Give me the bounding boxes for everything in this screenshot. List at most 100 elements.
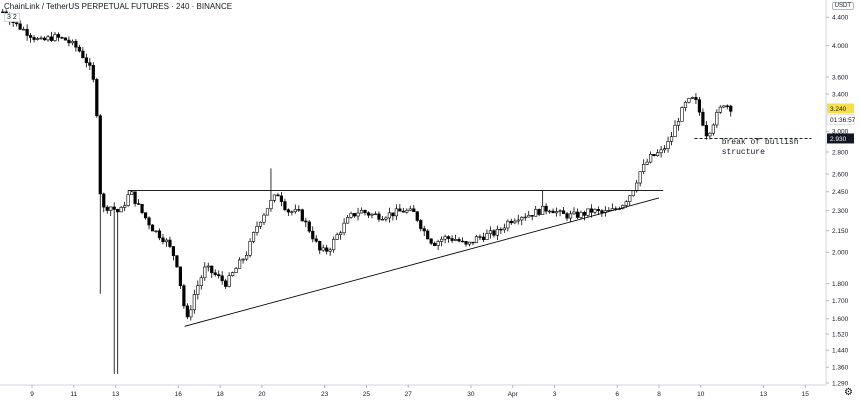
candle-down: [286, 209, 290, 213]
candle-up: [70, 40, 75, 44]
candle-up: [359, 209, 364, 214]
settings-gear-icon[interactable]: ⚙: [844, 387, 853, 398]
candle-up: [373, 213, 378, 216]
candle-up: [722, 105, 726, 108]
candle-down: [352, 213, 357, 217]
candle-up: [642, 164, 646, 173]
candle-down: [42, 37, 47, 41]
candle-down: [589, 208, 594, 213]
candle-up: [227, 275, 231, 287]
candle-up: [342, 222, 346, 234]
candle-up: [690, 97, 695, 99]
x-tick-label: 20: [258, 391, 266, 398]
candle-down: [391, 212, 395, 217]
candle-up: [516, 219, 520, 222]
candle-down: [81, 50, 85, 59]
candle-down: [433, 242, 437, 246]
candle-up: [53, 34, 57, 41]
y-tick-label: 1.800: [832, 281, 849, 288]
candle-down: [84, 57, 88, 63]
x-tick-label: Apr: [508, 391, 519, 398]
candle-up: [659, 149, 663, 154]
trendline-ascending-support[interactable]: [184, 197, 660, 327]
candle-down: [460, 240, 465, 243]
candle-up: [349, 213, 353, 218]
candle-down: [537, 209, 541, 215]
candle-down: [67, 39, 71, 44]
candle-down: [447, 236, 451, 239]
candle-down: [318, 241, 322, 251]
symbol-title[interactable]: ChainLink / TetherUS PERPETUAL FUTURES ·…: [4, 2, 233, 11]
candle-up: [638, 171, 642, 184]
candles-layer: [1, 8, 733, 374]
candle-up: [119, 207, 123, 213]
candle-down: [725, 105, 729, 107]
candle-down: [304, 220, 308, 223]
candle-up: [558, 210, 562, 212]
candle-down: [213, 272, 217, 275]
x-tick-label: 23: [321, 391, 329, 398]
candle-down: [210, 265, 214, 274]
candle-up: [22, 28, 26, 31]
candle-down: [415, 211, 419, 221]
annotation-line-2: structure: [722, 148, 765, 157]
candle-up: [251, 232, 256, 242]
candle-up: [656, 152, 660, 156]
candle-down: [464, 241, 468, 245]
candle-down: [220, 275, 224, 282]
candle-up: [554, 211, 559, 214]
candle-up: [258, 221, 263, 227]
price-tag-label: 2.930: [830, 136, 847, 143]
candle-up: [231, 272, 235, 276]
y-tick-label: 1.360: [832, 365, 849, 372]
candle-down: [18, 23, 22, 30]
candle-down: [147, 217, 151, 226]
candle-down: [102, 193, 106, 208]
candle-down: [509, 220, 513, 224]
y-tick-label: 3.400: [832, 91, 849, 98]
x-tick-label: 27: [405, 391, 413, 398]
candle-down: [450, 238, 454, 241]
currency-badge[interactable]: USDT: [831, 2, 854, 10]
candle-up: [126, 194, 130, 206]
price-axis[interactable]: 4.400 4.000 3.600 3.400 3.000 2.800 2.600 2.450…: [826, 15, 849, 388]
price-tag-label: 01:36:57: [830, 117, 856, 124]
candle-up: [244, 254, 249, 260]
candle-down: [457, 239, 461, 242]
candle-up: [192, 294, 196, 311]
candle-down: [398, 208, 402, 212]
candle-up: [123, 205, 127, 208]
candle-down: [492, 230, 496, 236]
candle-down: [224, 280, 228, 287]
candle-down: [366, 212, 371, 216]
candle-up: [248, 241, 252, 256]
candle-up: [673, 124, 677, 138]
candle-down: [161, 237, 165, 243]
candle-down: [600, 210, 604, 213]
drawings-layer: [128, 138, 812, 327]
candle-up: [649, 153, 653, 163]
candle-down: [182, 285, 186, 307]
candle-up: [35, 38, 40, 40]
candle-down: [561, 210, 566, 214]
candle-down: [74, 40, 78, 48]
candle-down: [596, 209, 600, 211]
x-tick-label: 3: [553, 391, 557, 398]
candle-up: [669, 136, 674, 142]
y-tick-label: 2.150: [832, 228, 849, 235]
candle-up: [234, 268, 238, 273]
candle-down: [178, 266, 182, 287]
candle-up: [495, 228, 499, 236]
indicator-chip[interactable]: 3 2: [4, 13, 20, 22]
candle-up: [485, 233, 489, 240]
candle-up: [715, 112, 719, 126]
candle-up: [241, 258, 245, 261]
candle-down: [49, 36, 54, 41]
candle-up: [154, 230, 158, 232]
candle-down: [105, 206, 109, 211]
candle-up: [380, 219, 385, 221]
candle-down: [314, 238, 318, 242]
time-axis[interactable]: 9 11 13 16 18 20 23 25 27 30 Apr 3 6 8 10 13 15: [30, 385, 809, 398]
